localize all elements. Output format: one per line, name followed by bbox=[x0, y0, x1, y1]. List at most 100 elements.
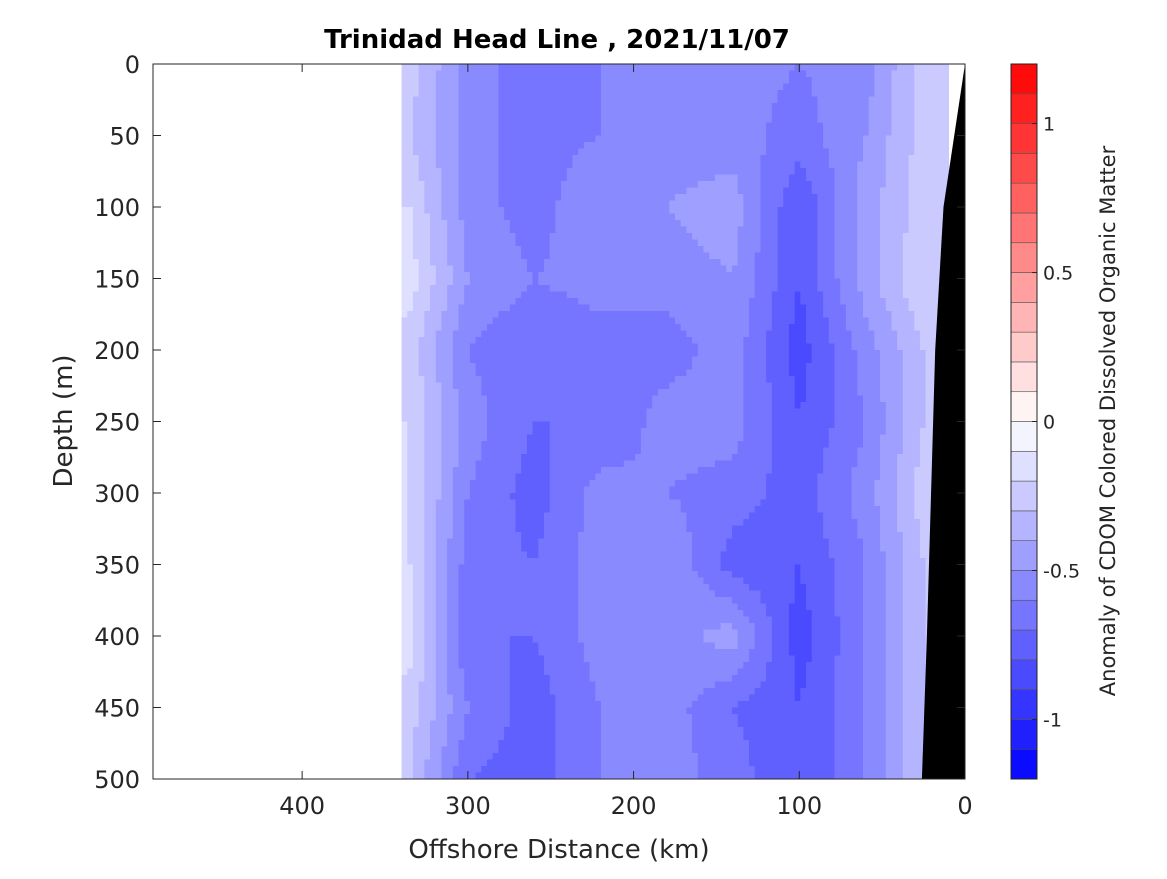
contour-cell bbox=[646, 298, 653, 306]
contour-cell bbox=[743, 233, 750, 241]
contour-cell bbox=[714, 109, 722, 117]
contour-cell bbox=[561, 168, 568, 176]
contour-cell bbox=[731, 298, 739, 306]
contour-cell bbox=[749, 337, 756, 345]
contour-cell bbox=[464, 395, 471, 403]
contour-cell bbox=[441, 389, 448, 397]
contour-cell bbox=[731, 246, 739, 254]
contour-cell bbox=[652, 350, 659, 358]
contour-cell bbox=[589, 213, 596, 221]
contour-cell bbox=[526, 174, 534, 182]
contour-cell bbox=[737, 298, 744, 306]
contour-cell bbox=[788, 148, 796, 156]
contour-cell bbox=[618, 278, 625, 286]
contour-cell bbox=[498, 382, 505, 390]
contour-cell bbox=[543, 317, 551, 325]
contour-cell bbox=[834, 83, 841, 91]
contour-cell bbox=[840, 213, 847, 221]
contour-cell bbox=[526, 155, 534, 163]
contour-cell bbox=[749, 200, 756, 208]
contour-cell bbox=[862, 213, 870, 221]
contour-cell bbox=[447, 109, 454, 117]
contour-cell bbox=[709, 129, 716, 137]
contour-cell bbox=[555, 96, 562, 104]
contour-cell bbox=[663, 239, 670, 247]
contour-cell bbox=[794, 64, 801, 72]
contour-cell bbox=[857, 168, 864, 176]
contour-cell bbox=[424, 330, 431, 338]
contour-cell bbox=[834, 174, 841, 182]
contour-cell bbox=[919, 259, 927, 267]
contour-cell bbox=[731, 187, 739, 195]
contour-cell bbox=[606, 337, 613, 345]
contour-cell bbox=[845, 304, 853, 312]
contour-cell bbox=[914, 207, 921, 215]
contour-cell bbox=[481, 122, 488, 130]
contour-cell bbox=[914, 64, 921, 72]
contour-cell bbox=[663, 278, 670, 286]
contour-cell bbox=[481, 285, 488, 293]
contour-cell bbox=[487, 330, 494, 338]
contour-cell bbox=[612, 265, 619, 273]
contour-cell bbox=[418, 376, 425, 384]
contour-cell bbox=[874, 174, 881, 182]
contour-cell bbox=[578, 103, 585, 111]
contour-cell bbox=[509, 77, 517, 85]
contour-cell bbox=[777, 226, 784, 234]
contour-cell bbox=[874, 148, 881, 156]
contour-cell bbox=[441, 356, 448, 364]
contour-cell bbox=[464, 369, 471, 377]
contour-cell bbox=[692, 220, 699, 228]
contour-cell bbox=[868, 70, 875, 78]
contour-cell bbox=[726, 265, 733, 273]
contour-cell bbox=[743, 376, 750, 384]
contour-cell bbox=[447, 187, 454, 195]
contour-cell bbox=[874, 376, 881, 384]
contour-cell bbox=[857, 330, 864, 338]
contour-cell bbox=[817, 285, 824, 293]
contour-cell bbox=[709, 90, 716, 98]
contour-cell bbox=[475, 343, 482, 351]
contour-cell bbox=[401, 350, 408, 358]
contour-cell bbox=[424, 343, 431, 351]
contour-cell bbox=[788, 304, 796, 312]
contour-cell bbox=[424, 298, 431, 306]
contour-cell bbox=[714, 246, 722, 254]
contour-cell bbox=[720, 187, 727, 195]
contour-cell bbox=[919, 285, 927, 293]
contour-cell bbox=[435, 181, 443, 189]
contour-cell bbox=[612, 83, 619, 91]
contour-cell bbox=[526, 181, 534, 189]
contour-cell bbox=[458, 187, 465, 195]
contour-cell bbox=[532, 363, 539, 371]
contour-cell bbox=[714, 77, 722, 85]
contour-cell bbox=[612, 103, 619, 111]
contour-cell bbox=[754, 83, 762, 91]
contour-cell bbox=[549, 337, 556, 345]
contour-cell bbox=[697, 90, 705, 98]
contour-cell bbox=[412, 187, 420, 195]
contour-cell bbox=[401, 278, 408, 286]
contour-cell bbox=[800, 194, 807, 202]
contour-cell bbox=[749, 122, 756, 130]
contour-cell bbox=[606, 343, 613, 351]
contour-cell bbox=[703, 135, 710, 143]
contour-cell bbox=[811, 142, 819, 150]
contour-cell bbox=[549, 311, 556, 319]
contour-cell bbox=[891, 64, 898, 72]
contour-cell bbox=[937, 135, 944, 143]
contour-cell bbox=[629, 233, 636, 241]
contour-cell bbox=[806, 161, 813, 169]
contour-cell bbox=[646, 226, 653, 234]
contour-cell bbox=[629, 168, 636, 176]
contour-cell bbox=[469, 174, 477, 182]
contour-cell bbox=[737, 233, 744, 241]
contour-cell bbox=[492, 207, 500, 215]
contour-cell bbox=[549, 285, 556, 293]
contour-cell bbox=[504, 122, 511, 130]
contour-cell bbox=[703, 181, 710, 189]
contour-cell bbox=[600, 187, 608, 195]
contour-cell bbox=[669, 389, 676, 397]
contour-cell bbox=[572, 395, 579, 403]
contour-cell bbox=[680, 324, 687, 332]
